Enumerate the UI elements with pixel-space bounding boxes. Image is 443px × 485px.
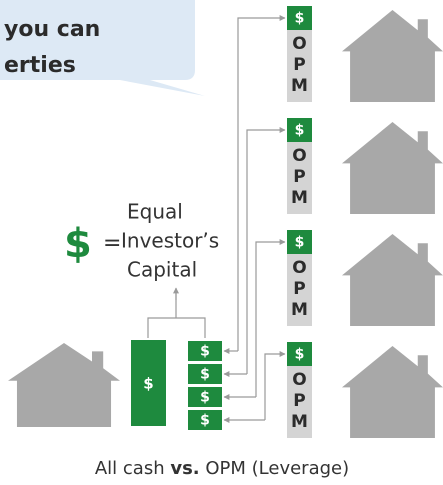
opm-letter: P: [293, 391, 305, 411]
stack-label: $: [200, 413, 210, 429]
opm-dollar-box: [287, 118, 312, 142]
opm-letter: P: [293, 167, 305, 187]
opm-letter: O: [292, 146, 306, 166]
house: [342, 122, 443, 214]
equation-line: Equal: [127, 200, 183, 224]
opm-letter: O: [292, 258, 306, 278]
opm-dollar-box: [287, 6, 312, 30]
dollar-symbol: $: [64, 221, 92, 267]
opm-column: [287, 30, 312, 102]
house: [342, 10, 443, 102]
opm-dollar: $: [295, 123, 305, 139]
opm-letter: M: [291, 300, 308, 320]
opm-column: [287, 142, 312, 214]
bubble-text: erties: [4, 53, 76, 78]
house: [342, 346, 443, 438]
opm-letter: O: [292, 370, 306, 390]
opm-dollar-box: [287, 342, 312, 366]
opm-dollar-box: [287, 230, 312, 254]
connector: [255, 239, 286, 397]
opm-letter: M: [291, 188, 308, 208]
stack-label: $: [200, 344, 210, 360]
connector: [264, 351, 286, 420]
bar-label: $: [143, 375, 153, 393]
opm-letter: P: [293, 279, 305, 299]
stack-box: [188, 387, 222, 407]
opm-dollar: $: [295, 11, 305, 27]
stack-label: $: [200, 367, 210, 383]
opm-column: [287, 366, 312, 438]
opm-column: [287, 254, 312, 326]
equation-line: Investor’s: [121, 229, 219, 253]
stack-box: [188, 410, 222, 430]
house: [342, 234, 443, 326]
house: [8, 343, 120, 427]
opm-letter: M: [291, 412, 308, 432]
connector: [237, 15, 286, 351]
stack-label: $: [200, 390, 210, 406]
opm-dollar: $: [295, 347, 305, 363]
opm-letter: M: [291, 76, 308, 96]
bubble-text: you can: [4, 17, 100, 42]
equation-line: Capital: [127, 258, 197, 282]
speech-bubble: [0, 0, 205, 96]
caption: All cash vs. OPM (Leverage): [95, 458, 349, 479]
stack-box: [188, 341, 222, 361]
stack-box: [188, 364, 222, 384]
all-cash-bar: [131, 340, 166, 426]
equals: =: [103, 231, 121, 256]
opm-letter: P: [293, 55, 305, 75]
connector: [246, 127, 286, 374]
opm-letter: O: [292, 34, 306, 54]
opm-dollar: $: [295, 235, 305, 251]
